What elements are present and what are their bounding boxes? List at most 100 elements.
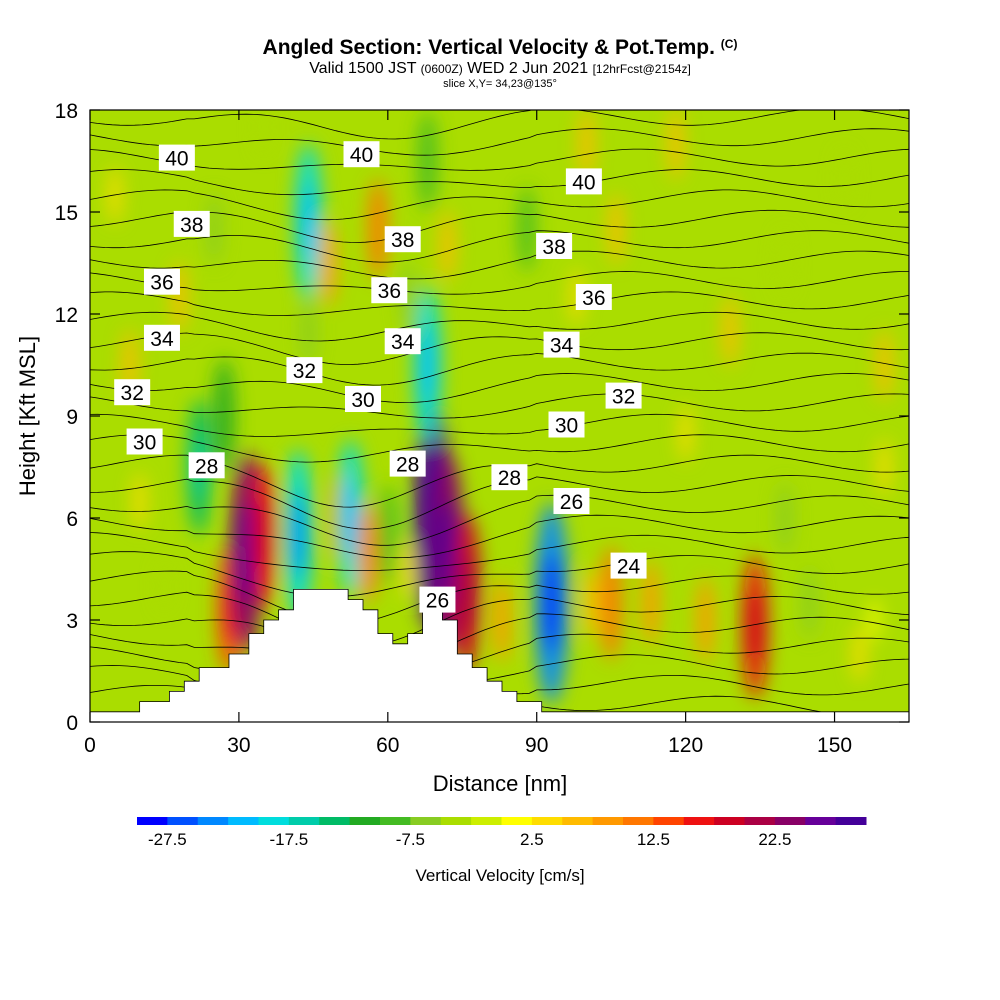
velocity-core-28: [421, 325, 434, 405]
velocity-core-5: [344, 478, 357, 558]
y-tick-label-6: 18: [55, 100, 78, 123]
velocity-cell-22: [213, 358, 235, 474]
velocity-cell-48: [877, 438, 891, 496]
isentrope-label-13: 28: [389, 450, 426, 477]
colorbar-swatch-16: [623, 817, 654, 825]
svg-text:38: 38: [391, 229, 414, 252]
colorbar-swatch-22: [805, 817, 837, 825]
colorbar-swatch-7: [349, 817, 381, 825]
isentrope-label-8: 38: [384, 226, 421, 253]
velocity-core-11: [460, 553, 474, 633]
colorbar-swatch-20: [744, 817, 776, 825]
velocity-cell-31: [518, 186, 536, 272]
velocity-core-23: [302, 182, 315, 262]
isentrope-label-17: 34: [543, 331, 580, 358]
isentrope-label-15: 38: [536, 233, 573, 259]
svg-text:38: 38: [542, 236, 565, 259]
isentrope-line: [90, 514, 909, 559]
svg-text:34: 34: [550, 335, 574, 358]
colorbar-swatch-14: [562, 817, 594, 825]
velocity-cell-38: [158, 561, 171, 611]
isentrope-label-11: 32: [286, 357, 323, 384]
isentrope-label-5: 30: [126, 428, 163, 455]
velocity-cell-7: [378, 485, 398, 585]
colorbar-swatch-19: [714, 817, 745, 825]
isentrope-line: [90, 128, 909, 156]
y-tick-label-0: 0: [66, 712, 78, 735]
x-axis-label: Distance [nm]: [433, 771, 568, 796]
isentrope-line: [90, 169, 909, 196]
svg-text:26: 26: [426, 590, 449, 613]
colorbar-swatch-23: [835, 817, 867, 825]
svg-text:34: 34: [150, 328, 174, 351]
isentrope-line: [90, 148, 909, 171]
svg-text:30: 30: [555, 415, 578, 438]
x-tick-label-5: 150: [817, 734, 852, 757]
isentrope-line: [90, 434, 909, 463]
velocity-cell-46: [668, 110, 684, 180]
isentrope-label-19: 30: [548, 411, 585, 438]
colorbar-swatch-2: [197, 817, 229, 825]
x-tick-label-3: 90: [525, 734, 548, 757]
isentrope-label-21: 26: [553, 488, 590, 514]
velocity-cell-17: [697, 577, 714, 663]
isentrope-label-7: 40: [343, 141, 380, 168]
isentrope-label-12: 30: [345, 386, 381, 412]
svg-text:36: 36: [150, 272, 173, 295]
velocity-cell-37: [206, 193, 222, 265]
velocity-cell-47: [257, 110, 270, 156]
velocity-core-13: [543, 552, 560, 654]
velocity-core-18: [749, 591, 761, 663]
isentrope-label-20: 28: [491, 464, 528, 491]
velocity-cell-14: [584, 567, 599, 639]
y-tick-label-4: 12: [55, 304, 78, 327]
colorbar-label: Vertical Velocity [cm/s]: [415, 866, 584, 885]
velocity-cell-24: [301, 295, 316, 367]
velocity-core-2: [257, 499, 270, 571]
velocity-cell-44: [777, 482, 793, 554]
isentrope-line: [90, 250, 909, 280]
isentrope-label-0: 40: [158, 144, 195, 171]
colorbar-swatch-0: [137, 817, 168, 825]
colorbar-swatch-11: [471, 817, 502, 825]
velocity-cell-16: [642, 560, 660, 646]
y-tick-label-3: 9: [66, 406, 78, 429]
svg-text:36: 36: [378, 280, 401, 303]
velocity-cell-33: [579, 110, 594, 180]
colorbar-swatch-9: [410, 817, 442, 825]
isentrope-label-4: 32: [114, 379, 151, 406]
colorbar-swatch-8: [380, 817, 411, 825]
isentrope-label-22: 24: [610, 552, 647, 579]
colorbar-swatch-1: [167, 817, 199, 825]
isentrope-line: [90, 291, 909, 316]
velocity-cell-20: [869, 598, 880, 642]
velocity-cell-39: [133, 472, 146, 530]
velocity-core-1: [238, 501, 255, 603]
potential-temperature-contours: [90, 110, 909, 722]
velocity-cell-50: [853, 625, 866, 683]
isentrope-line: [90, 352, 909, 386]
isentrope-label-1: 38: [173, 210, 210, 237]
svg-text:26: 26: [560, 491, 583, 514]
colorbar-swatch-18: [683, 817, 715, 825]
isentrope-label-14: 40: [565, 168, 602, 195]
velocity-cell-30: [440, 210, 455, 282]
isentrope-label-6: 28: [188, 452, 225, 479]
isentrope-line: [90, 209, 909, 243]
colorbar-tick-label-5: 22.5: [758, 830, 791, 849]
svg-text:30: 30: [351, 389, 374, 412]
x-tick-label-0: 0: [84, 734, 96, 757]
isentrope-line: [90, 373, 909, 404]
svg-text:40: 40: [350, 144, 373, 167]
isentrope-line: [90, 393, 909, 419]
svg-text:36: 36: [582, 287, 605, 310]
colorbar-tick-label-0: -27.5: [148, 830, 187, 849]
isentrope-label-18: 32: [605, 382, 642, 409]
isentrope-label-10: 34: [384, 328, 421, 355]
isentrope-line: [90, 230, 909, 263]
velocity-cell-43: [876, 329, 892, 401]
colorbar-swatch-17: [653, 817, 685, 825]
colorbar-swatch-21: [774, 817, 806, 825]
velocity-cell-42: [838, 149, 851, 207]
